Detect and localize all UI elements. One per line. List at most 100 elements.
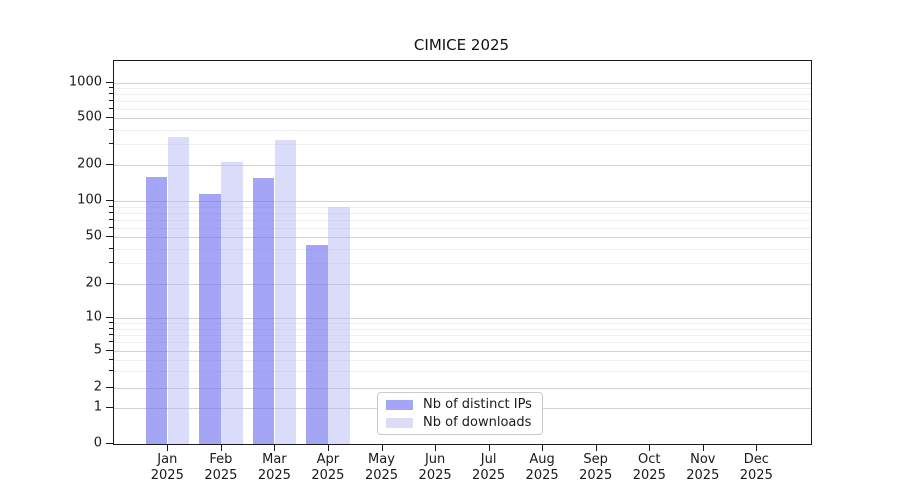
y-minor-tick-mark xyxy=(109,333,113,335)
gridline-minor xyxy=(114,328,811,330)
y-minor-tick-mark xyxy=(109,99,113,101)
y-minor-tick-mark xyxy=(109,247,113,249)
y-tick-label: 2 xyxy=(93,379,102,395)
y-tick-label: 5 xyxy=(93,342,102,357)
y-tick-mark xyxy=(106,283,113,284)
gridline-minor xyxy=(114,144,811,146)
y-tick-mark xyxy=(106,200,113,201)
gridline-minor xyxy=(114,263,811,265)
gridline-minor xyxy=(114,108,811,110)
bar-nb-of-distinct-ips-mar xyxy=(252,178,275,444)
x-tick-label: Apr 2025 xyxy=(311,452,345,483)
x-tick-mark xyxy=(381,444,383,451)
gridline-major xyxy=(114,118,811,120)
y-tick-label: 20 xyxy=(85,275,102,291)
bar-nb-of-downloads-jan xyxy=(167,137,190,444)
y-minor-tick-mark xyxy=(109,205,113,207)
bar-nb-of-downloads-mar xyxy=(274,140,297,444)
plot-area xyxy=(113,60,812,445)
gridline-minor xyxy=(114,371,811,373)
x-tick-label: Jan 2025 xyxy=(150,452,184,483)
gridline-minor xyxy=(114,87,811,89)
gridline-minor xyxy=(114,322,811,324)
gridline-major xyxy=(114,388,811,389)
y-minor-tick-mark xyxy=(109,358,113,360)
gridline-minor xyxy=(114,227,811,229)
gridline-minor xyxy=(114,248,811,250)
y-minor-tick-mark xyxy=(109,370,113,372)
legend-label-downloads: Nb of downloads xyxy=(423,415,532,430)
x-tick-mark xyxy=(274,444,276,451)
gridline-major xyxy=(114,165,811,167)
gridline-minor xyxy=(114,100,811,102)
x-tick-label: May 2025 xyxy=(364,452,399,483)
y-tick-label: 10 xyxy=(85,309,102,325)
y-minor-tick-mark xyxy=(109,143,113,145)
y-minor-tick-mark xyxy=(109,211,113,213)
gridline-major xyxy=(114,350,811,352)
y-minor-tick-mark xyxy=(109,93,113,94)
gridline-major xyxy=(114,284,811,285)
x-tick-mark xyxy=(756,444,758,451)
y-minor-tick-mark xyxy=(109,226,113,228)
gridline-minor xyxy=(114,334,811,336)
gridline-minor xyxy=(114,359,811,361)
legend-label-distinct-ips: Nb of distinct IPs xyxy=(423,397,532,412)
x-tick-mark xyxy=(220,444,222,451)
gridline-major xyxy=(114,82,811,84)
gridline-minor xyxy=(114,212,811,214)
y-tick-label: 500 xyxy=(77,109,102,125)
x-tick-mark xyxy=(542,444,544,451)
gridline-minor xyxy=(114,94,811,95)
bar-nb-of-distinct-ips-jan xyxy=(145,176,168,444)
bar-nb-of-distinct-ips-feb xyxy=(199,193,221,444)
y-tick-label: 1000 xyxy=(68,74,102,89)
y-tick-mark xyxy=(106,317,113,318)
gridline-major xyxy=(114,201,811,202)
y-minor-tick-mark xyxy=(109,86,113,88)
y-minor-tick-mark xyxy=(109,128,113,130)
gridline-minor xyxy=(114,206,811,208)
x-tick-mark xyxy=(435,444,437,451)
y-tick-mark xyxy=(106,407,113,408)
legend-swatch-distinct-ips xyxy=(386,399,413,410)
x-tick-mark xyxy=(488,444,490,451)
x-tick-mark xyxy=(649,444,651,451)
gridline-major xyxy=(114,318,811,319)
gridline-minor xyxy=(114,129,811,131)
y-tick-mark xyxy=(106,236,113,238)
bar-nb-of-downloads-feb xyxy=(221,161,243,444)
legend: Nb of distinct IPs Nb of downloads xyxy=(377,392,543,435)
y-minor-tick-mark xyxy=(109,321,113,323)
y-tick-mark xyxy=(106,349,113,351)
y-tick-mark xyxy=(106,164,113,166)
x-tick-mark xyxy=(167,444,169,451)
y-minor-tick-mark xyxy=(109,327,113,329)
y-tick-label: 0 xyxy=(93,435,102,451)
x-tick-label: Sep 2025 xyxy=(579,452,613,483)
y-tick-mark xyxy=(106,387,113,388)
y-tick-label: 50 xyxy=(85,228,102,244)
legend-swatch-downloads xyxy=(386,417,413,428)
y-tick-mark xyxy=(106,117,113,119)
x-tick-label: Dec 2025 xyxy=(739,452,773,483)
legend-item-distinct-ips: Nb of distinct IPs xyxy=(386,397,534,412)
y-tick-label: 1 xyxy=(93,399,102,415)
x-tick-label: Aug 2025 xyxy=(525,452,559,483)
gridline-major xyxy=(114,237,811,239)
x-tick-label: Jun 2025 xyxy=(418,452,452,483)
gridline-minor xyxy=(114,219,811,221)
x-tick-label: Oct 2025 xyxy=(632,452,666,483)
y-minor-tick-mark xyxy=(109,218,113,220)
bar-nb-of-downloads-apr xyxy=(328,206,350,444)
y-tick-mark xyxy=(106,443,113,444)
x-tick-mark xyxy=(595,444,597,451)
y-minor-tick-mark xyxy=(109,262,113,264)
x-tick-label: Mar 2025 xyxy=(257,452,291,483)
x-tick-label: Nov 2025 xyxy=(686,452,720,483)
x-tick-mark xyxy=(327,444,329,451)
y-minor-tick-mark xyxy=(109,107,113,109)
y-tick-label: 100 xyxy=(77,192,102,208)
gridline-minor xyxy=(114,342,811,343)
